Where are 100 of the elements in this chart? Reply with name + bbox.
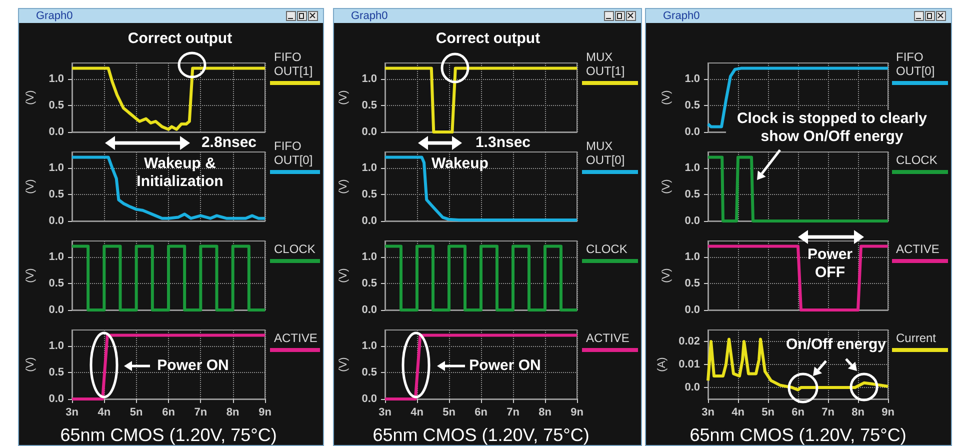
y-tick-label: 0.5 [362,366,377,378]
x-tick-label: 3n [378,406,392,418]
y-tick-label: 1.0 [684,72,700,85]
y-axis-title: (A) [656,357,668,372]
x-tick-label: 7n [506,406,520,418]
x-tick-label: 6n [162,406,176,418]
y-tick-label: 0.0 [362,304,377,316]
y-tick-label: 1.0 [684,162,700,174]
series-label: MUX OUT[1] [585,50,626,78]
y-axis-title: (V) [660,268,672,283]
y-tick-label: 0.5 [684,188,700,200]
x-tick-label: 7n [822,406,835,418]
x-tick-label: 8n [538,406,552,418]
y-axis-title: (V) [338,90,350,105]
line-series [384,156,578,222]
x-tick-label: 9n [882,406,895,418]
y-tick-label: 0.0 [684,126,700,138]
annotation: Power ON [156,357,230,375]
text: CLOCK [585,242,628,256]
y-tick-label: 1.0 [48,72,64,85]
series-label: ACTIVE [273,331,318,345]
text: 2.8nsec [200,134,258,152]
y-tick-label: 1.0 [362,72,377,85]
x-axis-title: 65nm CMOS (1.20V, 75°C) [690,425,906,445]
series-label: ACTIVE [585,331,630,345]
y-tick-label: 1.0 [48,162,64,174]
y-axis-title: (V) [24,357,36,372]
x-tick-label: 3n [702,406,715,418]
x-tick-label: 6n [792,406,805,418]
x-tick-label: 5n [762,406,775,418]
y-tick-label: 0.0 [684,215,700,227]
y-tick-label: 0.0 [362,215,377,227]
y-tick-label: 0.0 [48,304,64,316]
y-tick-label: 0.0 [362,126,377,138]
line-series [70,66,266,131]
x-tick-label: 5n [442,406,456,418]
y-tick-label: 0.5 [362,277,377,290]
series-label: FIFO OUT[0] [895,50,936,78]
y-tick-label: 0.0 [48,126,64,138]
x-tick-label: 8n [226,406,240,418]
y-axis-title: (V) [660,179,672,194]
chart-title: Graph0 [36,10,73,22]
x-axis-title: 65nm CMOS (1.20V, 75°C) [60,425,277,445]
y-tick-label: 0.5 [48,277,64,290]
y-tick-label: 0.0 [684,382,700,394]
y-axis-title: (V) [660,90,672,105]
y-tick-label: 0.0 [48,215,64,227]
text: 1.3nsec [474,134,532,152]
y-axis-title: (V) [338,268,350,283]
x-tick-label: 9n [258,406,272,418]
annotation: On/Off energy [784,336,887,354]
text: Correct output [126,30,234,48]
y-tick-label: 1.0 [362,250,377,263]
x-tick-label: 3n [66,406,79,418]
text: FIFO OUT[0] [273,139,314,167]
annotation: Wakeup & Initialization [136,155,224,191]
y-tick-label: 0.5 [48,99,64,112]
y-tick-label: 0.5 [362,99,377,112]
text: CLOCK [895,153,938,167]
y-tick-label: 1.0 [684,250,700,263]
series-label: ACTIVE [895,242,940,256]
y-tick-label: 0.5 [684,99,700,112]
text: Current [895,331,938,345]
y-axis-title: (V) [338,179,350,194]
y-tick-label: 0.0 [48,393,64,405]
y-axis-title: (V) [24,268,36,283]
annotation: Clock is stopped to clearly show On/Off energy [726,110,938,146]
text: MUX OUT[0] [585,139,626,167]
y-tick-label: 0.0 [684,304,700,316]
x-tick-label: 9n [570,406,584,418]
x-tick-label: 7n [194,406,208,418]
x-tick-label: 4n [98,406,111,418]
y-axis-title: (V) [24,179,36,194]
x-tick-label: 8n [852,406,865,418]
y-tick-label: 1.0 [48,340,64,352]
x-tick-label: 4n [732,406,745,418]
y-tick-label: 0.01 [678,358,700,370]
y-tick-label: 0.5 [48,188,64,200]
annotation: Power ON [468,357,542,375]
x-tick-label: 6n [474,406,488,418]
text: Correct output [434,30,542,48]
y-tick-label: 0.5 [48,366,64,378]
y-axis-title: (V) [338,357,350,372]
x-axis-title: 65nm CMOS (1.20V, 75°C) [372,425,590,445]
y-tick-label: 0.5 [684,277,700,290]
annotation: Wakeup [430,155,490,173]
y-tick-label: 1.0 [48,250,64,263]
y-tick-label: 0.02 [678,336,700,348]
x-tick-label: 4n [410,406,424,418]
y-axis-title: (V) [24,90,36,105]
y-tick-label: 1.0 [362,340,377,352]
chart-title: Graph0 [351,10,388,22]
y-tick-label: 0.0 [362,393,377,405]
chart-title: Graph0 [663,10,700,22]
line-series [70,156,266,220]
text: CLOCK [273,242,316,256]
annotation: Power OFF [806,246,854,282]
y-tick-label: 1.0 [362,162,377,174]
x-tick-label: 5n [130,406,144,418]
y-tick-label: 0.5 [362,188,377,200]
